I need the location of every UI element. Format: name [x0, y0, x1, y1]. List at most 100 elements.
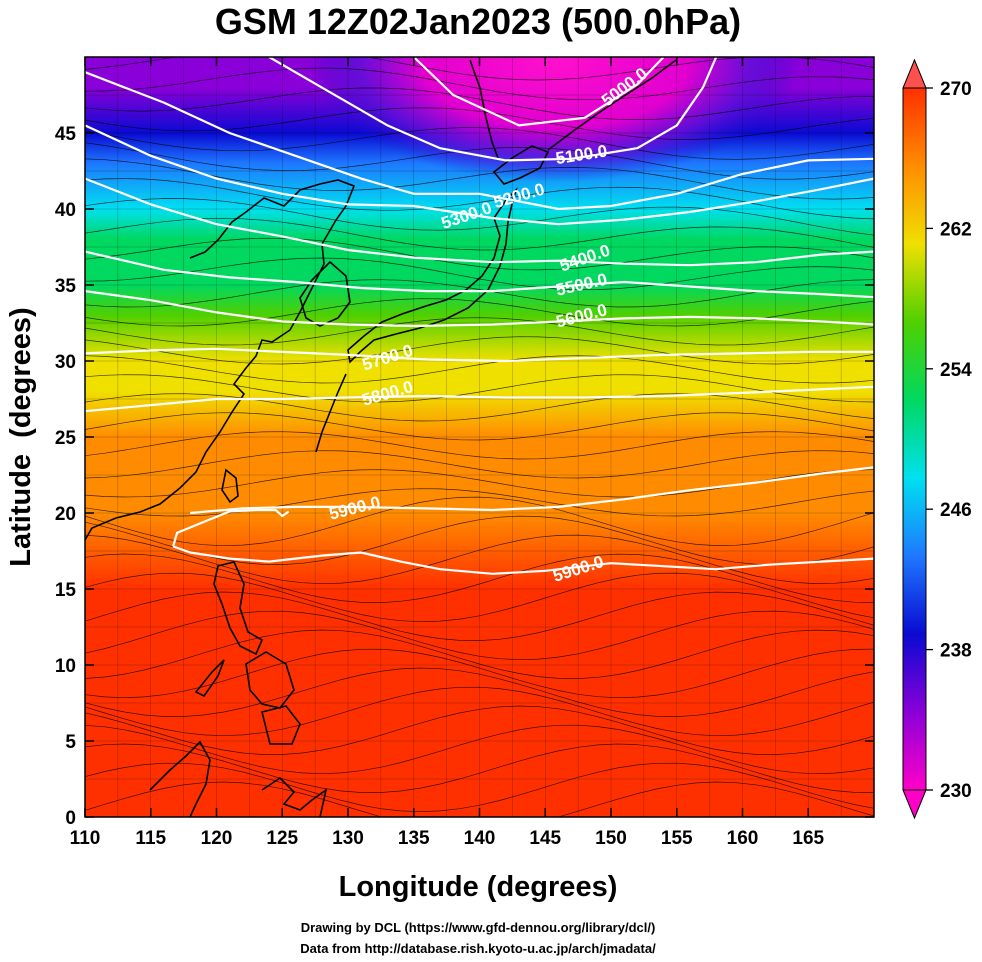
y-tick-label: 15	[55, 580, 77, 601]
streamline	[85, 705, 874, 755]
coast-korea	[299, 260, 351, 327]
colorbar-extend-min	[902, 789, 927, 820]
streamline	[85, 572, 874, 623]
streamline	[85, 648, 874, 699]
coast-ryukyu	[315, 373, 347, 453]
x-tick-label: 140	[464, 828, 496, 849]
x-tick-label: 165	[792, 828, 824, 849]
x-tick-label: 155	[661, 828, 693, 849]
contour-line	[172, 508, 290, 547]
y-tick-label: 30	[55, 352, 76, 373]
colorbar-tick-label: 254	[940, 360, 972, 381]
x-tick-label: 145	[529, 828, 561, 849]
streamline	[85, 393, 874, 422]
streamline	[85, 515, 874, 565]
coast-sakhalin	[469, 59, 499, 159]
x-tick-label: 120	[201, 828, 233, 849]
x-axis: 110 115 120 125 130 135 140 145 150 155 160 165	[70, 57, 825, 849]
plot-area: 5000.05100.05200.05300.05400.05500.05600…	[85, 57, 874, 817]
y-axis: 0 5 10 15 20 25 30 35 40 45	[55, 124, 874, 829]
coast-borneo	[149, 740, 211, 817]
streamline	[85, 667, 874, 717]
colorbar-tick-label: 246	[940, 500, 972, 521]
coast-luzon	[213, 561, 264, 656]
credit-drawing: Drawing by DCL (https://www.gfd-dennou.o…	[301, 920, 656, 935]
coast-kamchatka-kurils	[547, 59, 677, 151]
contour-line	[85, 177, 874, 267]
coast-sulawesi-halmahera	[261, 776, 328, 817]
contour-line	[85, 290, 874, 328]
x-tick-label: 110	[70, 828, 101, 849]
coast-philippines-south	[245, 651, 295, 709]
coast-japan-kyushu-honshu	[347, 187, 518, 364]
wind-streamlines	[85, 57, 874, 817]
streamline	[85, 142, 874, 180]
x-tick-label: 150	[595, 828, 627, 849]
x-tick-label: 125	[266, 828, 298, 849]
contour-line	[190, 466, 874, 515]
y-tick-label: 10	[55, 656, 76, 677]
colorbar-tick-label: 270	[940, 79, 972, 100]
contour-line	[85, 347, 874, 363]
streamline	[85, 496, 874, 547]
streamline	[85, 610, 874, 661]
streamline	[85, 553, 874, 603]
streamline	[85, 198, 874, 236]
coast-palawan	[194, 659, 225, 698]
streamline	[85, 107, 874, 140]
x-tick-label: 130	[332, 828, 364, 849]
x-axis-label: Longitude (degrees)	[339, 871, 618, 903]
y-tick-label: 40	[55, 200, 76, 221]
streamline	[85, 298, 874, 327]
y-tick-label: 0	[65, 808, 76, 829]
colorbar-tick-label: 230	[940, 781, 972, 802]
y-axis-label: Latitude (degrees)	[5, 307, 37, 566]
streamline	[85, 127, 874, 160]
contour-line	[85, 250, 874, 299]
colorbar-scale	[902, 87, 927, 791]
y-tick-label: 20	[55, 504, 76, 525]
contour-line	[268, 57, 718, 162]
colorbar: 230 238 246 254 262 270	[902, 58, 972, 820]
contour-line	[85, 71, 874, 211]
x-tick-label: 115	[135, 828, 166, 849]
streamline	[85, 629, 874, 679]
colorbar-ticks: 230 238 246 254 262 270	[926, 79, 972, 802]
streamline	[85, 336, 874, 365]
streamline	[85, 762, 874, 813]
y-tick-label: 45	[55, 124, 77, 145]
streamline	[85, 412, 874, 441]
x-tick-label: 160	[727, 828, 759, 849]
streamline	[85, 534, 874, 585]
streamline	[85, 686, 874, 737]
credit-data: Data from http://database.rish.kyoto-u.a…	[300, 941, 656, 956]
streamline	[85, 724, 874, 775]
streamline	[85, 743, 874, 793]
streamline	[85, 488, 874, 517]
coast-mindanao	[261, 705, 301, 745]
streamline	[85, 178, 874, 220]
streamline	[85, 87, 874, 121]
streamline	[85, 431, 874, 460]
streamline	[85, 450, 874, 479]
streamline	[85, 317, 874, 346]
streamline	[85, 279, 874, 308]
streamline	[85, 217, 874, 251]
contour-line	[172, 545, 874, 575]
x-tick-label: 135	[398, 828, 430, 849]
contour-line	[85, 124, 874, 226]
y-tick-label: 25	[55, 428, 77, 449]
colorbar-tick-label: 262	[940, 219, 972, 240]
y-tick-label: 35	[55, 276, 77, 297]
streamline	[85, 355, 874, 384]
contour-line	[85, 385, 874, 413]
chart-title: GSM 12Z02Jan2023 (500.0hPa)	[215, 1, 741, 42]
grid-lines	[85, 57, 874, 817]
coast-taiwan	[221, 468, 239, 504]
colorbar-tick-label: 238	[940, 641, 972, 662]
streamline	[85, 374, 874, 403]
colorbar-extend-max	[902, 58, 927, 89]
y-tick-label: 5	[65, 732, 76, 753]
contour-line	[413, 57, 665, 127]
